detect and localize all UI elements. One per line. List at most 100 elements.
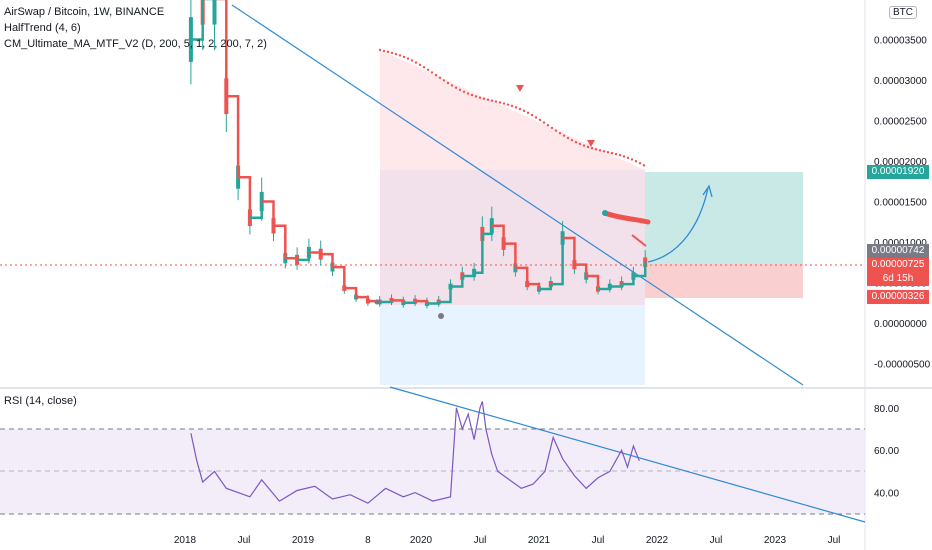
halftrend-segment <box>503 242 517 268</box>
target-arrow <box>647 187 709 263</box>
resistance-dot <box>462 90 466 93</box>
rsi-tick-label: 40.00 <box>874 489 899 500</box>
resistance-dot <box>538 118 542 122</box>
halftrend-segment <box>344 286 358 298</box>
resistance-dot <box>438 76 442 79</box>
annotation-dot <box>602 210 608 216</box>
resistance-dot <box>450 84 454 87</box>
resistance-dot <box>546 124 550 127</box>
resistance-dot <box>398 54 402 57</box>
halftrend-indicator-label[interactable]: HalfTrend (4, 6) <box>4 22 81 34</box>
red-annotation-stroke <box>602 210 651 225</box>
currency-label[interactable]: BTC <box>889 6 917 19</box>
resistance-dot <box>454 86 458 89</box>
time-tick-label: 2020 <box>410 535 433 546</box>
target-arrow-head <box>702 184 713 198</box>
resistance-dot <box>530 113 534 117</box>
resistance-dot <box>598 149 602 152</box>
time-tick-label: 2023 <box>764 535 787 546</box>
projection-zone <box>380 170 645 385</box>
halftrend-segment <box>574 263 588 277</box>
time-tick-label: 8 <box>365 535 371 546</box>
price-pane <box>0 0 865 386</box>
time-tick-label: 2021 <box>528 535 551 546</box>
resistance-dot <box>630 158 634 161</box>
trendline-main[interactable] <box>231 4 804 386</box>
resistance-dot <box>410 59 414 62</box>
resistance-dot <box>414 61 418 64</box>
rsi-indicator-label[interactable]: RSI (14, close) <box>4 395 77 407</box>
halftrend-segment <box>332 265 346 289</box>
resistance-dot <box>466 92 470 95</box>
resistance-dot <box>610 151 614 155</box>
resistance-dot <box>494 100 498 103</box>
resistance-dot <box>510 104 514 108</box>
halftrend-segment <box>273 224 287 259</box>
resistance-dot <box>378 48 382 52</box>
resistance-dot <box>626 156 630 160</box>
target-zone[interactable] <box>645 172 803 264</box>
rsi-tick-label: 60.00 <box>874 446 899 457</box>
time-tick-label: 2018 <box>174 535 197 546</box>
resistance-dot <box>642 164 646 167</box>
resistance-dot <box>386 50 390 54</box>
resistance-dot <box>590 147 594 150</box>
rsi-axis: 40.00 60.00 80.00 <box>874 404 899 500</box>
price-tick-label: 0.00002500 <box>874 117 927 128</box>
sell-arrow-marker <box>516 85 524 92</box>
countdown-badge: 6d 15h <box>867 272 929 286</box>
resistance-dot <box>602 150 606 153</box>
resistance-dot <box>506 103 510 106</box>
rsi-trendline[interactable] <box>389 386 866 523</box>
time-tick-label: Jul <box>828 535 841 546</box>
resistance-dot <box>570 138 574 142</box>
resistance-dot <box>578 142 582 146</box>
halftrend-segment <box>491 224 505 244</box>
resistance-zone <box>380 50 645 305</box>
resistance-dot <box>614 152 618 156</box>
ma-indicator-label[interactable]: CM_Ultimate_MA_MTF_V2 (D, 200, 5, 1, 2, … <box>4 38 267 50</box>
stop-price-badge: 0.00000326 <box>867 290 929 304</box>
halftrend-segment <box>586 274 600 289</box>
price-tick-label: 0.00000000 <box>874 319 927 330</box>
halftrend-segment <box>320 252 334 268</box>
red-annotation-tail <box>631 234 647 247</box>
rsi-pane: 40.00 60.00 80.00 <box>0 386 899 523</box>
resistance-dot <box>490 99 494 102</box>
time-axis[interactable]: 2018 Jul 2019 8 2020 Jul 2021 Jul 2022 Jul 2023 Jul <box>174 535 841 546</box>
halftrend-segment <box>482 225 494 236</box>
resistance-dots <box>378 48 646 167</box>
symbol-title[interactable]: AirSwap / Bitcoin, 1W, BINANCE <box>4 6 165 18</box>
halftrend-segment <box>562 236 576 265</box>
halftrend-low-marker <box>438 313 444 319</box>
resistance-dot <box>554 129 558 132</box>
last-price-badge: 0.00000725 <box>867 258 929 272</box>
resistance-dot <box>582 144 586 147</box>
halftrend-segment <box>450 276 464 288</box>
rsi-tick-label: 80.00 <box>874 404 899 415</box>
halftrend-segment <box>438 286 452 304</box>
resistance-dot <box>394 52 398 56</box>
resistance-dot <box>434 73 438 77</box>
halftrend-segment <box>190 0 204 41</box>
price-tick-label: 0.00003500 <box>874 36 927 47</box>
halftrend-segment <box>214 0 228 97</box>
resistance-dot <box>390 51 394 55</box>
time-tick-label: Jul <box>710 535 723 546</box>
resistance-dot <box>542 121 546 124</box>
resistance-dot <box>442 79 446 82</box>
sell-arrow-marker <box>587 140 595 147</box>
resistance-dot <box>622 155 626 158</box>
time-tick-label: Jul <box>592 535 605 546</box>
resistance-dot <box>562 134 566 137</box>
halftrend-low-marker <box>374 299 380 305</box>
resistance-dot <box>486 98 490 101</box>
resistance-dot <box>474 95 478 98</box>
stop-zone[interactable] <box>645 264 803 298</box>
resistance-dot <box>522 109 526 113</box>
resistance-dot <box>406 57 410 60</box>
target-price-badge: 0.00001920 <box>867 165 929 179</box>
current-price-badge: 0.00000742 <box>867 244 929 258</box>
time-tick-label: Jul <box>474 535 487 546</box>
